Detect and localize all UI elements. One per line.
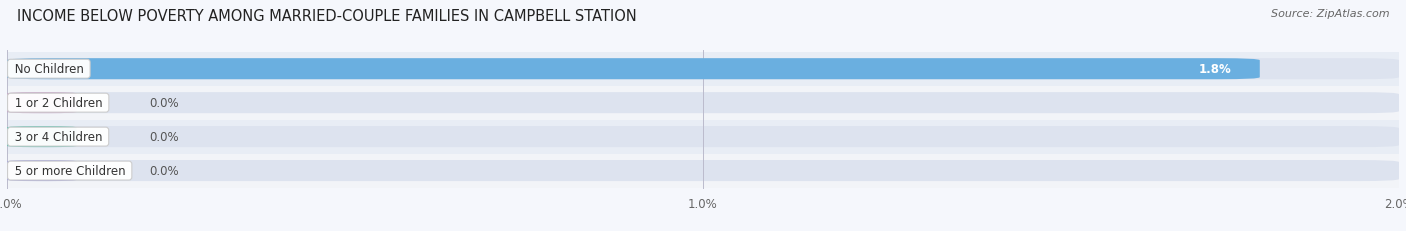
Text: 3 or 4 Children: 3 or 4 Children [10, 131, 105, 143]
FancyBboxPatch shape [7, 59, 1399, 80]
Bar [7, 86, 1399, 120]
Bar [7, 52, 1399, 86]
Bar [7, 120, 1399, 154]
Text: 1 or 2 Children: 1 or 2 Children [10, 97, 105, 110]
FancyBboxPatch shape [7, 160, 77, 181]
Text: 0.0%: 0.0% [149, 97, 180, 110]
Text: 0.0%: 0.0% [149, 164, 180, 177]
FancyBboxPatch shape [7, 127, 77, 148]
Text: No Children: No Children [10, 63, 87, 76]
Text: 5 or more Children: 5 or more Children [10, 164, 129, 177]
FancyBboxPatch shape [7, 127, 1399, 148]
FancyBboxPatch shape [7, 160, 1399, 181]
FancyBboxPatch shape [7, 93, 77, 114]
Text: Source: ZipAtlas.com: Source: ZipAtlas.com [1271, 9, 1389, 19]
Text: 1.8%: 1.8% [1199, 63, 1232, 76]
FancyBboxPatch shape [7, 93, 1399, 114]
Text: INCOME BELOW POVERTY AMONG MARRIED-COUPLE FAMILIES IN CAMPBELL STATION: INCOME BELOW POVERTY AMONG MARRIED-COUPL… [17, 9, 637, 24]
FancyBboxPatch shape [7, 59, 1260, 80]
Bar [7, 154, 1399, 188]
Text: 0.0%: 0.0% [149, 131, 180, 143]
